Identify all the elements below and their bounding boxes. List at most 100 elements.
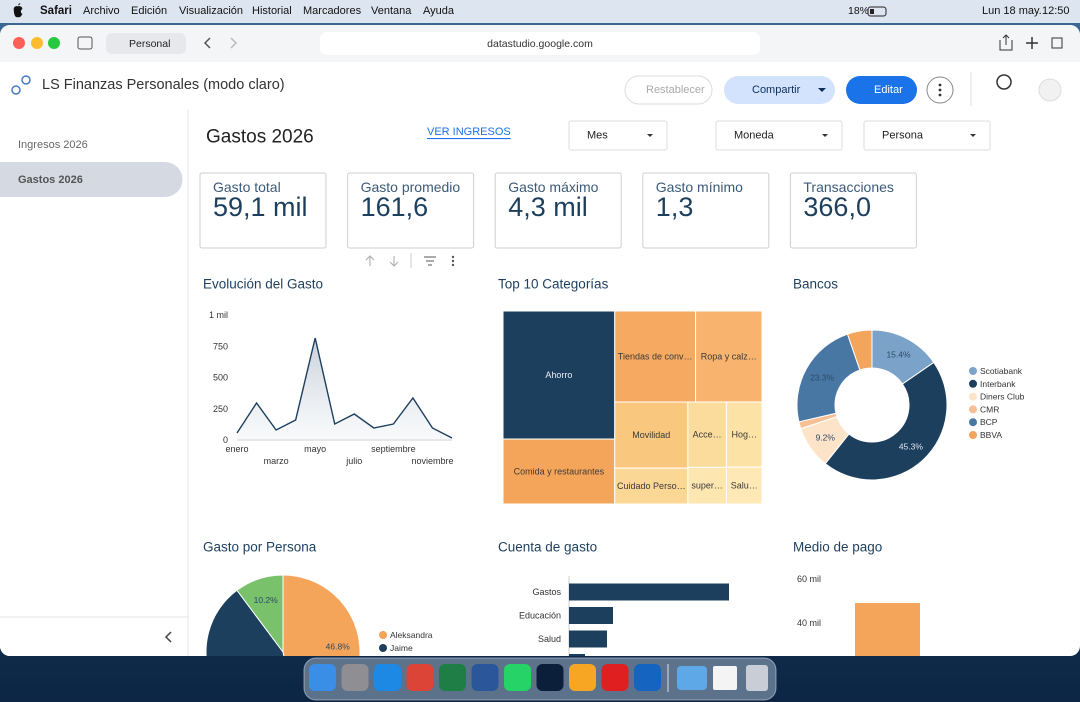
address-bar[interactable] — [320, 32, 760, 55]
menu-item[interactable]: Ayuda — [423, 5, 455, 17]
legend-swatch[interactable] — [379, 631, 387, 639]
dock-app[interactable] — [471, 664, 499, 691]
menu-item[interactable]: Marcadores — [303, 5, 362, 17]
close-button[interactable] — [13, 37, 25, 49]
page-link[interactable]: Ingresos 2026 — [18, 139, 88, 151]
x-tick-label: mayo — [304, 444, 326, 454]
filter-label[interactable]: Mes — [587, 130, 608, 142]
slice — [824, 361, 948, 481]
dock-app[interactable] — [504, 664, 531, 691]
treemap-cell — [614, 401, 689, 469]
data-label: 46.8% — [326, 641, 351, 651]
page-link[interactable]: Gastos 2026 — [18, 174, 83, 186]
menu-dot[interactable] — [451, 255, 455, 259]
x-tick-label: enero — [225, 444, 248, 454]
scorecard-value: 1,3 — [656, 192, 694, 222]
treemap-label: Ropa y calz… — [701, 352, 757, 362]
legend-label[interactable]: Jaime — [390, 643, 413, 653]
url[interactable]: datastudio.google.com — [487, 38, 593, 50]
share-icon[interactable] — [999, 34, 1013, 51]
dock-app[interactable] — [569, 664, 596, 691]
new-tab-icon[interactable] — [1026, 37, 1038, 49]
menu-item[interactable]: Visualización — [179, 5, 243, 17]
reset-label[interactable]: Restablecer — [646, 84, 705, 96]
scorecard — [347, 172, 475, 249]
treemap-label: Ahorro — [545, 370, 572, 380]
dock-app[interactable] — [634, 664, 661, 691]
scorecard-toolbar — [365, 253, 455, 268]
filter-label[interactable]: Moneda — [734, 130, 775, 142]
legend-swatch[interactable] — [969, 392, 977, 401]
slice — [796, 333, 861, 423]
legend-swatch[interactable] — [379, 644, 387, 652]
edit-label[interactable]: Editar — [874, 84, 903, 96]
collapse-button[interactable] — [164, 631, 172, 643]
bar — [855, 603, 920, 656]
apple-logo[interactable] — [13, 2, 23, 18]
forward-button[interactable] — [230, 37, 238, 49]
dock-app[interactable] — [309, 664, 336, 691]
avatar[interactable] — [1038, 78, 1062, 102]
legend-label[interactable]: Diners Club — [980, 392, 1025, 402]
filter-dropdown[interactable] — [715, 120, 843, 151]
share-label[interactable]: Compartir — [752, 84, 801, 96]
filters: Mes Moneda Persona — [568, 120, 991, 151]
scorecard-value: 59,1 mil — [213, 192, 308, 222]
dock-app[interactable] — [406, 664, 434, 691]
help-button[interactable] — [996, 74, 1012, 90]
legend-label[interactable]: BBVA — [980, 430, 1002, 440]
scorecard — [789, 172, 917, 249]
share-dropdown[interactable] — [818, 88, 826, 92]
more-dot — [938, 83, 942, 87]
filter-dropdown[interactable] — [568, 120, 668, 151]
dock-document[interactable] — [713, 666, 737, 690]
legend-swatch[interactable] — [969, 367, 977, 375]
data-label: 45.3% — [899, 442, 924, 452]
menu-item[interactable]: Archivo — [83, 5, 120, 17]
dock-app[interactable] — [601, 664, 629, 691]
profile-name[interactable]: Personal — [129, 38, 170, 50]
tabs-icon[interactable] — [1051, 37, 1063, 49]
filter-icon[interactable] — [424, 256, 436, 266]
link[interactable]: VER INGRESOS — [427, 126, 511, 138]
legend-swatch[interactable] — [969, 431, 977, 439]
menu-dot[interactable] — [451, 259, 455, 263]
legend-label[interactable]: CMR — [980, 404, 999, 414]
chart-title: Bancos — [793, 277, 838, 292]
dock-app[interactable] — [374, 664, 401, 691]
legend-label[interactable]: Aleksandra — [390, 630, 433, 640]
legend-swatch[interactable] — [969, 379, 977, 388]
treemap-cell — [695, 310, 763, 403]
legend-swatch[interactable] — [969, 405, 977, 414]
reset-button[interactable] — [624, 75, 713, 105]
app-name[interactable]: Safari — [40, 5, 72, 17]
dock-trash[interactable] — [746, 665, 768, 691]
sort-icons[interactable] — [365, 255, 399, 267]
profile-pill[interactable] — [106, 33, 186, 54]
legend-label[interactable]: Scotiabank — [980, 366, 1023, 376]
menu-item[interactable]: Historial — [252, 5, 292, 17]
minimize-button[interactable] — [31, 37, 43, 49]
x-tick-label: noviembre — [411, 456, 453, 466]
menu-item[interactable]: Edición — [131, 5, 167, 17]
filter-dropdown[interactable] — [863, 120, 991, 151]
zoom-button[interactable] — [48, 37, 60, 49]
legend-swatch[interactable] — [969, 418, 977, 427]
battery-icon[interactable] — [867, 6, 887, 17]
share-button[interactable] — [724, 76, 835, 104]
legend-label[interactable]: Interbank — [980, 379, 1016, 389]
date[interactable]: Lun 18 may. — [982, 5, 1042, 17]
back-button[interactable] — [203, 37, 211, 49]
menu-dot[interactable] — [451, 263, 455, 267]
time[interactable]: 12:50 — [1042, 5, 1070, 17]
legend-label[interactable]: BCP — [980, 417, 998, 427]
dock-app[interactable] — [341, 664, 369, 691]
dock-app[interactable] — [439, 664, 466, 691]
filter-label[interactable]: Persona — [882, 130, 924, 142]
menu-item[interactable]: Ventana — [371, 5, 412, 17]
edit-button[interactable] — [846, 76, 917, 104]
dock-app[interactable] — [536, 664, 564, 691]
dock-folder[interactable] — [677, 666, 707, 690]
sidebar-toggle[interactable] — [77, 36, 93, 50]
